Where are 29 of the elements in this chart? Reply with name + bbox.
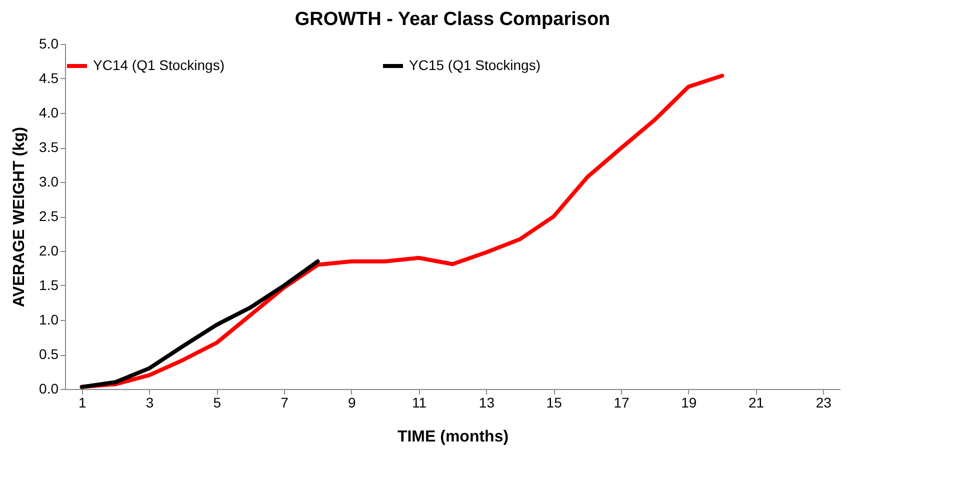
chart-title: GROWTH - Year Class Comparison — [294, 9, 610, 30]
x-tick-label: 9 — [348, 394, 356, 410]
y-tick-label: 1.0 — [39, 312, 59, 328]
y-tick-label: 5.0 — [39, 36, 59, 52]
x-tick-label: 23 — [816, 394, 832, 410]
y-tick-label: 0.5 — [39, 346, 59, 362]
x-tick-label: 7 — [280, 394, 289, 410]
y-tick-label: 3.5 — [39, 139, 59, 155]
x-tick-label: 21 — [748, 394, 764, 410]
y-axis-title: AVERAGE WEIGHT (kg) — [11, 126, 28, 308]
x-tick-label: 13 — [478, 394, 495, 410]
y-tick-label: 4.0 — [39, 104, 59, 120]
y-tick-label: 1.5 — [39, 277, 59, 293]
x-tick-label: 11 — [412, 394, 427, 410]
y-tick-label: 2.5 — [39, 208, 59, 224]
line-series — [80, 259, 320, 389]
x-tick-label: 15 — [546, 394, 562, 410]
x-tick-label: 17 — [614, 394, 630, 410]
x-tick-label: 19 — [681, 394, 697, 410]
x-axis-title: TIME (months) — [397, 428, 509, 446]
y-tick-label: 3.0 — [39, 174, 59, 190]
y-tick-label: 4.5 — [39, 70, 59, 86]
legend-label: YC15 (Q1 Stockings) — [409, 57, 540, 73]
x-tick-label: 5 — [213, 394, 222, 410]
y-tick-label: 0.0 — [39, 380, 59, 396]
legend-label: YC14 (Q1 Stockings) — [93, 57, 224, 73]
x-tick-label: 1 — [78, 394, 86, 410]
y-tick-label: 2.0 — [39, 242, 59, 258]
x-tick-label: 3 — [146, 394, 154, 410]
